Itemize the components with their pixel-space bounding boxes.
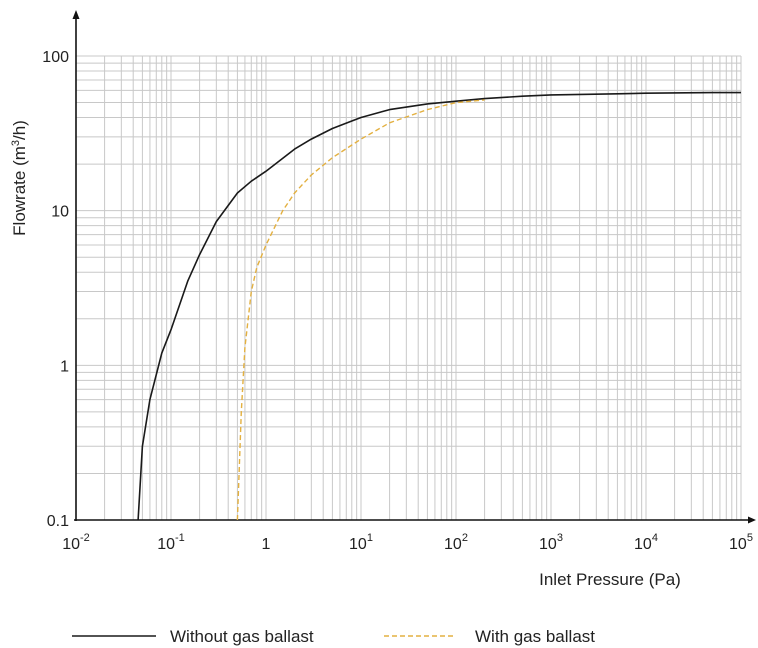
x-tick-label: 10-2	[62, 532, 90, 553]
series	[137, 91, 741, 521]
y-axis-title: Flowrate (m3/h)	[10, 120, 29, 236]
y-tick-label: 10	[51, 204, 69, 221]
series-line-without-gas-ballast	[137, 91, 741, 521]
tick-labels: 10-2 10-1 1 101 102 103 104 105 0.1 1 10 100	[42, 49, 753, 553]
x-axis-arrow	[748, 516, 756, 524]
x-tick-label: 102	[444, 532, 468, 553]
y-tick-label: 100	[42, 49, 69, 66]
legend-label-without-gas-ballast: Without gas ballast	[170, 627, 314, 646]
series-line-with-gas-ballast	[236, 99, 485, 521]
x-tick-label: 10-1	[157, 532, 185, 553]
grid	[76, 55, 742, 520]
axes	[72, 10, 756, 524]
x-tick-label: 103	[539, 532, 563, 553]
x-tick-label: 105	[729, 532, 753, 553]
x-axis-title: Inlet Pressure (Pa)	[539, 570, 681, 589]
x-tick-label: 1	[262, 536, 271, 553]
y-tick-label: 0.1	[47, 513, 69, 530]
legend-label-with-gas-ballast: With gas ballast	[475, 627, 595, 646]
x-tick-label: 101	[349, 532, 373, 553]
y-tick-label: 1	[60, 358, 69, 375]
x-tick-label: 104	[634, 532, 658, 553]
y-axis-arrow	[72, 10, 80, 19]
legend: Without gas ballast With gas ballast	[72, 627, 595, 646]
